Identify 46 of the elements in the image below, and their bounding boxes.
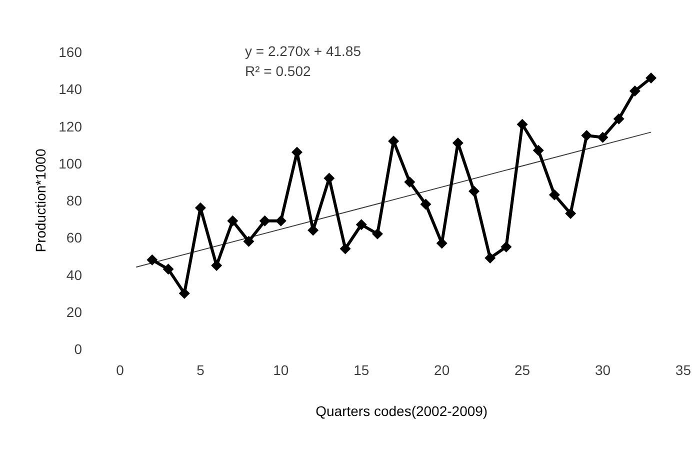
x-tick-label: 5 [196,362,205,378]
point [211,260,222,271]
point [162,264,174,275]
y-tick-label: 0 [74,341,82,357]
point [275,215,286,226]
y-tick-label: 160 [58,44,82,60]
point [565,208,576,219]
point [581,130,592,142]
x-tick-label: 20 [434,362,450,378]
point [629,85,640,96]
point [597,132,608,143]
y-tick-label: 80 [66,192,82,208]
y-tick-label: 140 [58,81,82,98]
y-tick-label: 20 [66,304,82,320]
x-tick-label: 35 [675,362,692,378]
point [420,198,432,210]
point [146,254,158,266]
point [516,118,528,130]
point [372,228,383,240]
point [613,113,624,124]
point [468,186,480,197]
y-tick-label: 40 [66,266,82,283]
y-axis-title: Production*1000 [32,148,49,252]
point [259,215,270,226]
y-tick-label: 120 [58,118,82,134]
y-tick-label: 100 [58,155,82,172]
point [404,176,416,188]
annotation: y = 2.270x + 41.85 [244,43,362,59]
point [243,236,254,247]
point [548,189,560,200]
annotation: R² = 0.502 [245,63,311,79]
point [646,72,657,84]
y-tick-label: 60 [66,230,82,246]
x-tick-label: 10 [273,362,289,378]
x-tick-label: 30 [594,362,611,378]
point [356,219,367,230]
point [500,241,512,252]
x-tick-label: 25 [514,362,530,378]
x-axis-title: Quarters codes(2002-2009) [316,403,488,419]
point [484,252,496,264]
point [532,144,544,156]
x-tick-label: 0 [116,362,124,378]
x-tick-label: 15 [354,362,370,378]
point [340,243,351,254]
point [178,288,190,299]
point [227,215,238,226]
